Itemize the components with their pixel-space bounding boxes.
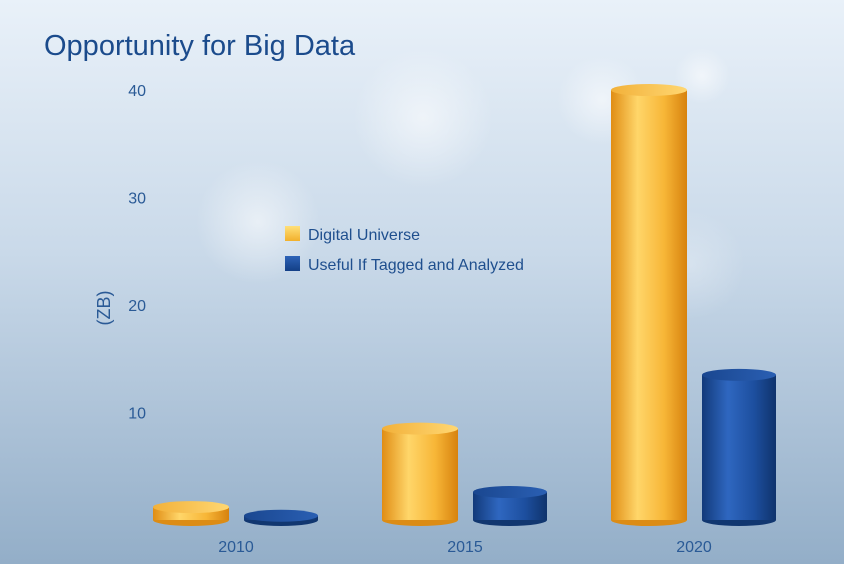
bar-useful-if-tagged-and-analyzed-2020 bbox=[702, 368, 776, 526]
y-tick-label: 30 bbox=[128, 191, 146, 208]
bar-body bbox=[611, 90, 687, 520]
y-axis-label: (ZB) bbox=[94, 291, 114, 326]
y-axis-ticks: 10 20 30 40 bbox=[128, 83, 146, 423]
bar-top bbox=[702, 368, 776, 381]
bar-digital-universe-2010 bbox=[153, 501, 229, 526]
bars bbox=[153, 84, 776, 526]
bar-top bbox=[473, 486, 547, 499]
x-axis-ticks: 2010 2015 2020 bbox=[218, 539, 712, 556]
bar-body bbox=[702, 374, 776, 520]
x-tick-label: 2020 bbox=[676, 539, 712, 556]
bar-useful-if-tagged-and-analyzed-2015 bbox=[473, 486, 547, 526]
bar-top bbox=[244, 509, 318, 522]
bar-top bbox=[153, 501, 229, 514]
legend: Digital Universe Useful If Tagged and An… bbox=[285, 226, 524, 274]
y-tick-label: 20 bbox=[128, 298, 146, 315]
bokeh-light bbox=[674, 48, 730, 104]
bokeh-light bbox=[196, 160, 320, 284]
legend-label-digital-universe: Digital Universe bbox=[308, 227, 420, 244]
y-tick-label: 10 bbox=[128, 406, 146, 423]
bar-digital-universe-2020 bbox=[611, 84, 687, 526]
x-tick-label: 2015 bbox=[447, 539, 483, 556]
bar-digital-universe-2015 bbox=[382, 422, 458, 526]
bar-body bbox=[382, 428, 458, 520]
y-tick-label: 40 bbox=[128, 83, 146, 100]
x-tick-label: 2010 bbox=[218, 539, 254, 556]
legend-label-useful-if-tagged: Useful If Tagged and Analyzed bbox=[308, 257, 524, 274]
bokeh-light bbox=[353, 48, 493, 188]
legend-swatch-useful-if-tagged bbox=[285, 256, 300, 271]
legend-swatch-digital-universe bbox=[285, 226, 300, 241]
bar-useful-if-tagged-and-analyzed-2010 bbox=[244, 509, 318, 526]
chart-title: Opportunity for Big Data bbox=[44, 30, 356, 62]
bar-top bbox=[611, 84, 687, 96]
bar-top bbox=[382, 422, 458, 435]
